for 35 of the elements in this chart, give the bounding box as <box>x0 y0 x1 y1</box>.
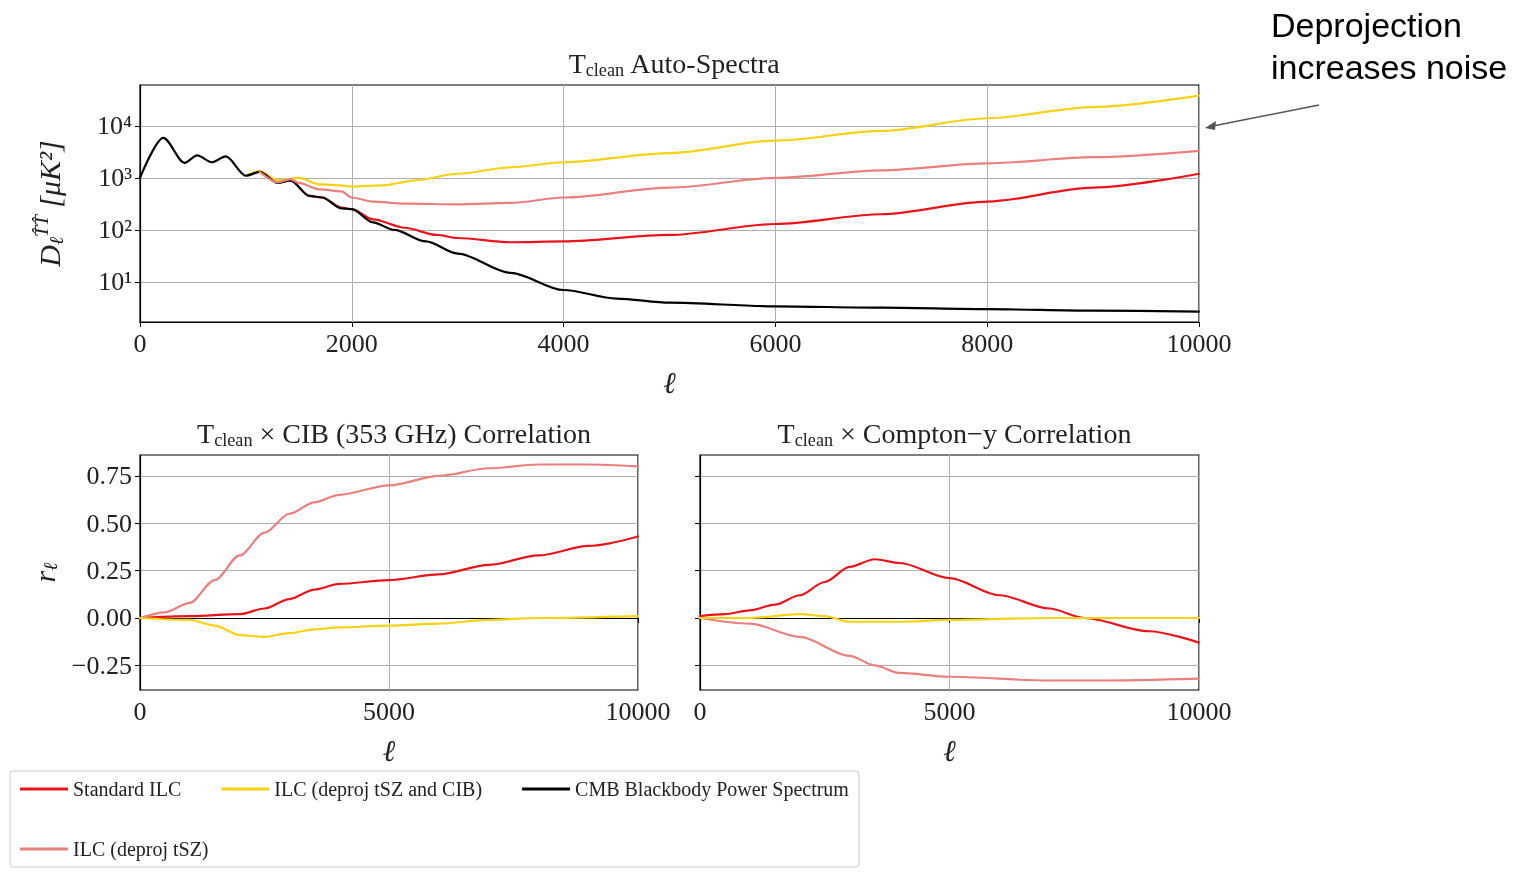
x-axis-title: ℓ <box>663 365 677 399</box>
x-axis-title: ℓ <box>943 733 957 767</box>
line-series <box>138 614 640 639</box>
x-tick-label: 8000 <box>961 328 1014 358</box>
x-tick-label: 0 <box>133 696 147 726</box>
x-tick-label: 4000 <box>537 328 590 358</box>
y-tick-label: −0.25 <box>71 650 132 680</box>
x-tick-label: 10000 <box>1166 328 1232 358</box>
text: Deprojection increases noise <box>1271 6 1508 86</box>
y-tick-label: 0.00 <box>86 603 132 633</box>
legend-label: ILC (deproj tSZ and CIB) <box>274 778 483 801</box>
x-tick-label: 10000 <box>1166 696 1232 726</box>
legend-label: ILC (deproj tSZ) <box>73 838 209 861</box>
x-tick-label: 0 <box>693 696 707 726</box>
line-series <box>244 94 1201 188</box>
x-tick-label: 0 <box>133 328 147 358</box>
y-tick-label: 10² <box>98 215 133 245</box>
x-tick-label: 10000 <box>605 696 671 726</box>
y-tick-label: 0.75 <box>86 461 132 491</box>
y-tick-label: 10¹ <box>98 267 132 297</box>
x-tick-label: 2000 <box>325 328 378 358</box>
line-series <box>138 463 640 620</box>
y-tick-label: 0.25 <box>86 556 132 586</box>
x-axis-title: ℓ <box>382 733 396 767</box>
legend-label: Standard ILC <box>73 778 182 800</box>
y-axis-title: DℓT̂T̂ [μK²] <box>31 140 67 268</box>
x-tick-label: 6000 <box>749 328 802 358</box>
y-tick-label: 10³ <box>98 163 133 193</box>
y-tick-label: 0.50 <box>86 508 132 538</box>
legend-label: CMB Blackbody Power Spectrum <box>575 778 850 801</box>
y-axis-title: rℓ <box>27 561 62 583</box>
y-tick-label: 10⁴ <box>96 111 132 141</box>
line-series <box>258 149 1201 206</box>
x-tick-label: 5000 <box>363 696 415 726</box>
x-tick-label: 5000 <box>923 696 976 726</box>
